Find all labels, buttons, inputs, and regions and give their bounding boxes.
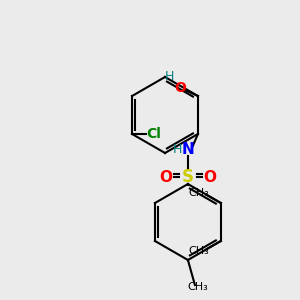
Text: O: O — [159, 169, 172, 184]
Text: CH₃: CH₃ — [188, 246, 209, 256]
Text: H: H — [165, 70, 175, 83]
Text: CH₃: CH₃ — [188, 188, 209, 198]
Text: N: N — [182, 142, 194, 157]
Text: H: H — [173, 142, 183, 155]
Text: O: O — [203, 169, 216, 184]
Text: O: O — [174, 81, 186, 95]
Text: Cl: Cl — [147, 127, 161, 141]
Text: CH₃: CH₃ — [188, 282, 208, 292]
Text: S: S — [182, 168, 194, 186]
